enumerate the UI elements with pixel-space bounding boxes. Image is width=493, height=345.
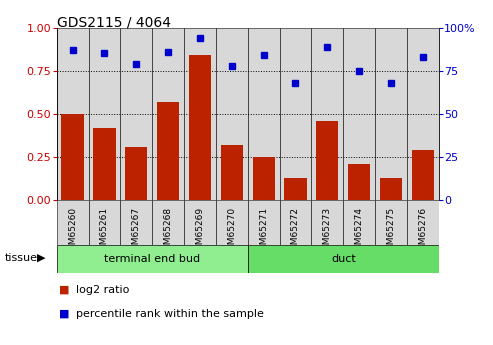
Bar — [412, 150, 434, 200]
Bar — [216, 200, 247, 245]
Text: duct: duct — [331, 254, 355, 264]
Text: GDS2115 / 4064: GDS2115 / 4064 — [57, 16, 171, 30]
Text: tissue: tissue — [5, 253, 38, 263]
Text: terminal end bud: terminal end bud — [104, 254, 200, 264]
Bar — [280, 200, 312, 245]
Bar — [57, 28, 89, 200]
Text: GSM65271: GSM65271 — [259, 207, 268, 256]
Bar — [343, 28, 375, 200]
Bar — [221, 145, 243, 200]
Bar — [89, 28, 120, 200]
Bar — [252, 157, 275, 200]
Bar — [316, 121, 339, 200]
Bar — [343, 200, 375, 245]
Text: GSM65269: GSM65269 — [195, 207, 205, 256]
Text: GSM65276: GSM65276 — [419, 207, 427, 256]
Text: ▶: ▶ — [37, 253, 45, 263]
Bar — [375, 200, 407, 245]
Text: GSM65270: GSM65270 — [227, 207, 236, 256]
Bar — [407, 200, 439, 245]
Bar — [375, 28, 407, 200]
Bar — [312, 200, 343, 245]
Bar — [125, 147, 147, 200]
Bar — [247, 28, 280, 200]
Text: GSM65267: GSM65267 — [132, 207, 141, 256]
Text: GSM65260: GSM65260 — [68, 207, 77, 256]
Bar — [93, 128, 115, 200]
Bar — [216, 28, 247, 200]
Bar — [184, 28, 216, 200]
Bar — [120, 28, 152, 200]
Text: GSM65272: GSM65272 — [291, 207, 300, 256]
Text: ■: ■ — [59, 309, 70, 319]
Text: GSM65274: GSM65274 — [354, 207, 364, 256]
Bar — [380, 178, 402, 200]
Text: ■: ■ — [59, 285, 70, 295]
Text: percentile rank within the sample: percentile rank within the sample — [76, 309, 264, 319]
Bar — [57, 245, 247, 273]
Text: GSM65273: GSM65273 — [323, 207, 332, 256]
Bar — [280, 28, 312, 200]
Bar — [62, 114, 84, 200]
Bar — [348, 164, 370, 200]
Text: GSM65261: GSM65261 — [100, 207, 109, 256]
Text: GSM65268: GSM65268 — [164, 207, 173, 256]
Bar — [152, 200, 184, 245]
Bar — [89, 200, 120, 245]
Text: GSM65275: GSM65275 — [387, 207, 395, 256]
Bar — [247, 245, 439, 273]
Bar — [57, 200, 89, 245]
Bar — [120, 200, 152, 245]
Bar — [157, 102, 179, 200]
Bar — [184, 200, 216, 245]
Bar — [247, 200, 280, 245]
Bar — [312, 28, 343, 200]
Bar — [189, 55, 211, 200]
Text: log2 ratio: log2 ratio — [76, 285, 130, 295]
Bar — [152, 28, 184, 200]
Bar — [407, 28, 439, 200]
Bar — [284, 178, 307, 200]
